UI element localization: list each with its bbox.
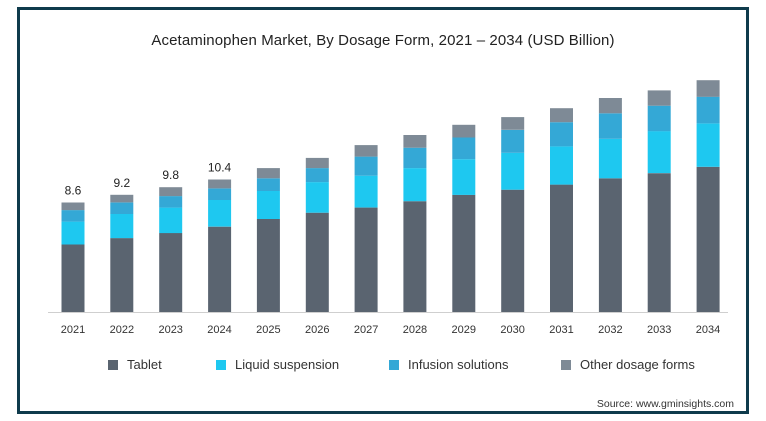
x-tick-label: 2033	[647, 324, 671, 336]
bar-liquid-suspension-2029	[452, 159, 476, 195]
bar-other-dosage-forms-2031	[550, 108, 573, 123]
bar-infusion-solutions-2025	[256, 178, 280, 191]
bar-other-dosage-forms-2028	[403, 135, 427, 148]
x-tick-label: 2032	[598, 324, 622, 336]
chart-title: Acetaminophen Market, By Dosage Form, 20…	[151, 32, 615, 49]
source-note: Source: www.gminsights.com	[596, 398, 734, 410]
legend-label: Tablet	[127, 357, 162, 372]
bar-infusion-solutions-2023	[159, 196, 183, 208]
x-tick-label: 2034	[696, 324, 720, 336]
bar-other-dosage-forms-2030	[501, 117, 525, 130]
bar-other-dosage-forms-2029	[452, 124, 476, 138]
x-tick-label: 2026	[305, 324, 329, 336]
bar-tablet-2034	[696, 166, 720, 312]
x-tick-label: 2031	[549, 324, 573, 336]
x-tick-label: 2029	[452, 324, 476, 336]
bar-other-dosage-forms-2025	[256, 168, 280, 179]
legend-label: Other dosage forms	[580, 357, 695, 372]
bar-liquid-suspension-2026	[305, 182, 329, 213]
total-data-label: 10.4	[208, 161, 232, 175]
bar-infusion-solutions-2022	[110, 202, 134, 214]
chart-legend: Tablet Liquid suspension Infusion solution…	[0, 357, 766, 375]
total-data-label: 9.2	[114, 176, 131, 190]
bar-tablet-2023	[159, 233, 183, 312]
x-tick-label: 2021	[61, 324, 85, 336]
bar-liquid-suspension-2024	[208, 199, 232, 227]
legend-item-liquid-suspension: Liquid suspension	[216, 357, 339, 372]
legend-swatch	[216, 359, 226, 370]
bar-liquid-suspension-2028	[403, 168, 427, 202]
bar-tablet-2029	[452, 194, 476, 312]
legend-item-infusion-solutions: Infusion solutions	[389, 357, 508, 372]
x-tick-label: 2025	[256, 324, 280, 336]
bar-liquid-suspension-2032	[598, 138, 622, 179]
bar-other-dosage-forms-2021	[61, 202, 85, 211]
legend-swatch	[389, 359, 399, 370]
bar-infusion-solutions-2030	[501, 129, 525, 153]
bar-liquid-suspension-2023	[159, 207, 183, 234]
chart-frame	[17, 7, 749, 414]
bar-tablet-2021	[61, 244, 85, 312]
bar-liquid-suspension-2031	[550, 146, 573, 185]
bar-other-dosage-forms-2023	[159, 187, 183, 197]
bar-infusion-solutions-2021	[61, 210, 85, 222]
x-tick-label: 2022	[110, 324, 134, 336]
bar-liquid-suspension-2027	[354, 175, 378, 208]
bar-other-dosage-forms-2024	[208, 179, 232, 189]
bar-tablet-2032	[598, 178, 622, 312]
bar-infusion-solutions-2031	[550, 122, 573, 147]
legend-item-tablet: Tablet	[108, 357, 162, 372]
bar-liquid-suspension-2025	[256, 191, 280, 219]
bar-other-dosage-forms-2026	[305, 157, 329, 169]
x-tick-label: 2028	[403, 324, 427, 336]
bar-liquid-suspension-2034	[696, 123, 720, 167]
x-tick-label: 2030	[500, 324, 524, 336]
bar-tablet-2030	[501, 189, 525, 312]
legend-swatch	[561, 359, 571, 370]
bar-infusion-solutions-2032	[598, 113, 622, 139]
bar-infusion-solutions-2033	[647, 105, 671, 132]
bar-tablet-2024	[208, 226, 232, 312]
bar-infusion-solutions-2026	[305, 168, 329, 183]
bar-tablet-2025	[256, 219, 280, 312]
bar-infusion-solutions-2034	[696, 96, 720, 124]
bar-other-dosage-forms-2032	[598, 98, 622, 114]
bar-infusion-solutions-2028	[403, 147, 427, 169]
bar-other-dosage-forms-2027	[354, 145, 378, 157]
bar-tablet-2033	[647, 173, 671, 312]
bar-liquid-suspension-2021	[61, 221, 85, 245]
bar-infusion-solutions-2024	[208, 188, 232, 200]
bar-tablet-2028	[403, 201, 427, 312]
total-data-label: 8.6	[65, 184, 82, 198]
bar-other-dosage-forms-2022	[110, 194, 134, 203]
legend-swatch	[108, 359, 118, 370]
bar-tablet-2031	[550, 184, 573, 312]
bar-liquid-suspension-2033	[647, 131, 671, 174]
total-data-label: 9.8	[162, 168, 179, 182]
x-tick-label: 2027	[354, 324, 378, 336]
bar-tablet-2027	[354, 207, 378, 312]
bar-infusion-solutions-2029	[452, 137, 476, 160]
x-tick-label: 2024	[207, 324, 231, 336]
legend-item-other-dosage-forms: Other dosage forms	[561, 357, 695, 372]
legend-label: Infusion solutions	[408, 357, 509, 372]
x-tick-label: 2023	[158, 324, 182, 336]
bar-tablet-2022	[110, 238, 134, 312]
bar-other-dosage-forms-2033	[647, 90, 671, 106]
bar-tablet-2026	[305, 212, 329, 312]
bar-liquid-suspension-2030	[501, 152, 525, 190]
bar-liquid-suspension-2022	[110, 213, 134, 239]
bar-other-dosage-forms-2034	[696, 80, 720, 97]
legend-label: Liquid suspension	[235, 357, 340, 372]
bar-infusion-solutions-2027	[354, 156, 378, 176]
